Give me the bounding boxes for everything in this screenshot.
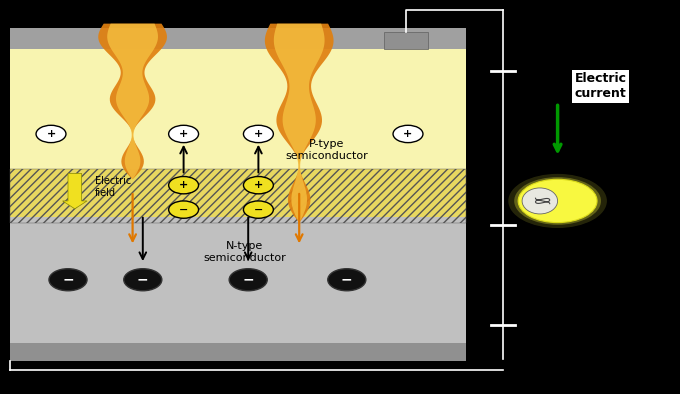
FancyArrow shape bbox=[63, 173, 87, 209]
Circle shape bbox=[36, 125, 66, 143]
Circle shape bbox=[49, 269, 87, 291]
Bar bbox=[10, 28, 466, 49]
Bar bbox=[384, 32, 428, 49]
Circle shape bbox=[229, 269, 267, 291]
Text: −: − bbox=[254, 204, 263, 215]
Text: +: + bbox=[254, 129, 263, 139]
Bar bbox=[10, 343, 466, 361]
Bar bbox=[10, 169, 466, 223]
Text: Electric
current: Electric current bbox=[575, 72, 626, 100]
Circle shape bbox=[243, 125, 273, 143]
Circle shape bbox=[169, 177, 199, 194]
Text: +: + bbox=[46, 129, 56, 139]
Text: Electric
field: Electric field bbox=[95, 177, 131, 198]
Circle shape bbox=[328, 269, 366, 291]
Bar bbox=[10, 169, 466, 223]
Text: P-type
semiconductor: P-type semiconductor bbox=[285, 139, 368, 160]
Ellipse shape bbox=[509, 174, 607, 228]
Polygon shape bbox=[98, 24, 167, 179]
Text: +: + bbox=[179, 180, 188, 190]
Text: −: − bbox=[62, 273, 74, 287]
Circle shape bbox=[169, 125, 199, 143]
Text: −: − bbox=[242, 273, 254, 287]
Text: Light: Light bbox=[115, 1, 150, 14]
Bar bbox=[10, 217, 466, 343]
Circle shape bbox=[169, 201, 199, 218]
Polygon shape bbox=[107, 24, 158, 179]
Text: N-type
semiconductor: N-type semiconductor bbox=[203, 242, 286, 263]
Text: −: − bbox=[341, 273, 353, 287]
Text: +: + bbox=[179, 129, 188, 139]
Circle shape bbox=[243, 201, 273, 218]
Circle shape bbox=[243, 177, 273, 194]
Ellipse shape bbox=[518, 179, 597, 223]
Text: Light: Light bbox=[282, 1, 317, 14]
Text: −: − bbox=[179, 204, 188, 215]
Text: −: − bbox=[137, 273, 149, 287]
Polygon shape bbox=[265, 24, 334, 223]
Ellipse shape bbox=[514, 177, 601, 225]
Circle shape bbox=[124, 269, 162, 291]
Text: +: + bbox=[254, 180, 263, 190]
Bar bbox=[10, 49, 466, 179]
Polygon shape bbox=[274, 24, 324, 223]
Ellipse shape bbox=[522, 188, 558, 214]
Circle shape bbox=[393, 125, 423, 143]
Text: +: + bbox=[403, 129, 413, 139]
